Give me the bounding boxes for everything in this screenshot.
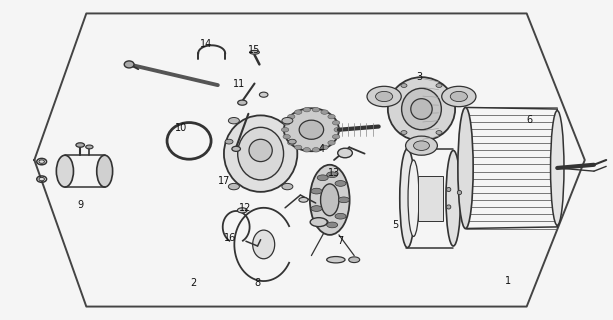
Ellipse shape: [39, 160, 44, 163]
Ellipse shape: [287, 140, 295, 145]
Ellipse shape: [335, 213, 346, 219]
Ellipse shape: [446, 205, 451, 209]
Text: 8: 8: [254, 278, 261, 288]
Ellipse shape: [446, 188, 451, 192]
Ellipse shape: [303, 148, 311, 152]
Ellipse shape: [237, 208, 247, 213]
Ellipse shape: [367, 86, 402, 107]
Ellipse shape: [401, 84, 407, 87]
Text: 15: 15: [248, 45, 261, 55]
Text: 5: 5: [392, 220, 398, 230]
Ellipse shape: [327, 172, 338, 178]
Ellipse shape: [406, 136, 438, 155]
Ellipse shape: [249, 139, 272, 162]
Text: 16: 16: [224, 233, 236, 243]
Text: 14: 14: [199, 39, 211, 49]
Text: 6: 6: [527, 115, 533, 125]
Ellipse shape: [283, 134, 291, 139]
Ellipse shape: [312, 108, 319, 112]
Ellipse shape: [224, 116, 297, 192]
Ellipse shape: [288, 139, 296, 144]
Text: 7: 7: [337, 236, 343, 246]
Ellipse shape: [446, 150, 460, 246]
Ellipse shape: [249, 50, 259, 54]
Ellipse shape: [436, 131, 442, 134]
Text: 13: 13: [328, 168, 340, 178]
Ellipse shape: [76, 143, 85, 147]
Text: 3: 3: [417, 72, 423, 82]
Text: 4: 4: [319, 144, 325, 154]
Ellipse shape: [334, 127, 341, 132]
Text: 9: 9: [77, 200, 83, 210]
Ellipse shape: [238, 127, 284, 180]
Ellipse shape: [436, 84, 442, 87]
Ellipse shape: [56, 155, 74, 187]
Ellipse shape: [295, 110, 302, 114]
Ellipse shape: [238, 100, 247, 105]
Ellipse shape: [442, 86, 476, 107]
Ellipse shape: [451, 92, 467, 101]
Ellipse shape: [321, 110, 328, 114]
Ellipse shape: [310, 218, 327, 227]
Ellipse shape: [317, 175, 328, 180]
Ellipse shape: [332, 121, 340, 125]
Ellipse shape: [225, 139, 233, 144]
Ellipse shape: [338, 148, 352, 158]
Ellipse shape: [457, 190, 462, 195]
Ellipse shape: [124, 61, 134, 68]
Ellipse shape: [311, 188, 322, 194]
Ellipse shape: [338, 197, 349, 203]
Ellipse shape: [321, 145, 328, 150]
Ellipse shape: [295, 145, 302, 150]
Text: 2: 2: [190, 278, 197, 288]
Ellipse shape: [328, 114, 335, 119]
Ellipse shape: [229, 183, 240, 190]
Ellipse shape: [284, 108, 339, 151]
Ellipse shape: [349, 257, 360, 263]
Ellipse shape: [299, 120, 324, 139]
Ellipse shape: [253, 230, 275, 259]
Ellipse shape: [327, 222, 338, 228]
Ellipse shape: [287, 114, 295, 119]
Ellipse shape: [414, 141, 430, 150]
Ellipse shape: [550, 111, 564, 225]
Bar: [419, 176, 443, 220]
Ellipse shape: [39, 177, 44, 181]
Ellipse shape: [400, 149, 415, 248]
Ellipse shape: [310, 165, 349, 235]
Ellipse shape: [303, 108, 311, 112]
Ellipse shape: [86, 145, 93, 149]
Ellipse shape: [311, 206, 322, 212]
Ellipse shape: [411, 99, 432, 119]
Ellipse shape: [328, 140, 335, 145]
Text: 10: 10: [175, 123, 187, 133]
Ellipse shape: [402, 88, 441, 130]
Ellipse shape: [282, 117, 293, 124]
Ellipse shape: [97, 155, 113, 187]
Ellipse shape: [232, 146, 240, 151]
Ellipse shape: [259, 92, 268, 97]
Ellipse shape: [282, 183, 293, 190]
Ellipse shape: [408, 160, 419, 236]
Ellipse shape: [458, 108, 473, 228]
Ellipse shape: [283, 121, 291, 125]
Text: 12: 12: [239, 203, 251, 213]
Ellipse shape: [312, 148, 319, 152]
Text: 17: 17: [218, 176, 230, 186]
Ellipse shape: [332, 134, 340, 139]
Ellipse shape: [327, 257, 345, 263]
Ellipse shape: [388, 77, 455, 141]
Ellipse shape: [229, 117, 240, 124]
Ellipse shape: [281, 127, 289, 132]
Ellipse shape: [299, 197, 308, 202]
Ellipse shape: [376, 92, 393, 101]
Ellipse shape: [321, 184, 339, 216]
Ellipse shape: [335, 180, 346, 186]
Text: 11: 11: [233, 78, 245, 89]
Text: 1: 1: [505, 276, 511, 286]
Ellipse shape: [317, 219, 328, 225]
Ellipse shape: [401, 131, 407, 134]
